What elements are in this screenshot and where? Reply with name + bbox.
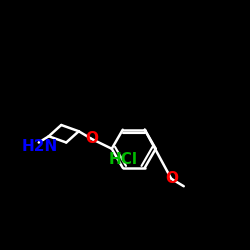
- Text: H2N: H2N: [21, 139, 58, 154]
- Text: O: O: [85, 131, 98, 146]
- Text: HCl: HCl: [109, 152, 138, 168]
- Text: O: O: [165, 171, 178, 186]
